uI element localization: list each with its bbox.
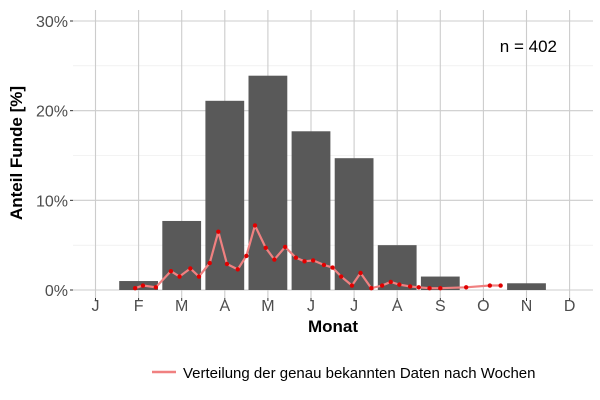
y-tick-label: 10%: [36, 193, 68, 210]
line-point: [235, 267, 240, 272]
line-point: [498, 283, 503, 288]
x-tick-label: O: [477, 298, 489, 315]
line-point: [321, 262, 327, 268]
line-point: [282, 244, 288, 250]
line-point: [252, 223, 258, 228]
x-tick-label: N: [521, 298, 533, 315]
legend: Verteilung der genau bekannten Daten nac…: [152, 365, 536, 382]
bar: [377, 245, 417, 290]
bar: [162, 220, 202, 290]
y-axis-title: Anteil Funde [%]: [7, 86, 26, 220]
legend-label: Verteilung der genau bekannten Daten nac…: [183, 365, 536, 382]
line-point: [216, 229, 221, 234]
bar: [248, 75, 288, 291]
plot-background: [73, 10, 593, 298]
line-point: [416, 285, 421, 290]
line-point: [244, 253, 249, 259]
line-point: [177, 274, 182, 279]
line-point: [132, 286, 138, 291]
line-point: [369, 286, 374, 291]
x-tick-label: S: [435, 298, 446, 315]
bar: [119, 281, 158, 290]
line-point: [263, 245, 268, 251]
line-point: [330, 265, 335, 270]
line-point: [438, 286, 443, 291]
line-point: [407, 284, 413, 289]
line-point: [188, 266, 193, 271]
x-tick-label: J: [92, 298, 100, 315]
line-point: [338, 274, 344, 279]
bar: [334, 158, 374, 290]
bar: [507, 283, 546, 290]
line-point: [224, 261, 230, 267]
x-tick-label: F: [134, 298, 144, 315]
y-tick-label: 30%: [36, 14, 68, 31]
line-point: [272, 257, 277, 262]
y-tick-labels: 0% 10% 20% 30%: [36, 14, 73, 300]
x-tick-label: M: [261, 298, 274, 315]
line-point: [427, 286, 432, 291]
x-tick-label: A: [219, 298, 230, 315]
line-point: [310, 258, 316, 263]
line-point: [487, 283, 493, 288]
x-axis-title: Monat: [308, 317, 358, 336]
line-point: [140, 283, 146, 288]
x-tick-label: M: [175, 298, 188, 315]
sample-size-annotation: n = 402: [500, 37, 557, 56]
x-tick-label: J: [307, 298, 315, 315]
line-point: [302, 259, 307, 264]
x-tick-label: J: [350, 298, 358, 315]
line-point: [358, 270, 363, 276]
y-gridlines: [73, 20, 593, 291]
y-tick-label: 20%: [36, 104, 68, 121]
line-point: [293, 255, 299, 260]
line-point: [388, 279, 393, 285]
line-point: [196, 274, 202, 279]
line-point: [207, 260, 212, 266]
line-point: [349, 283, 355, 288]
line-point: [379, 283, 385, 288]
weekly-line: [132, 223, 503, 291]
x-tick-label: A: [392, 298, 403, 315]
line-point: [463, 285, 469, 290]
y-tick-label: 0%: [45, 283, 68, 300]
line-point: [397, 282, 402, 287]
line-point: [153, 285, 159, 290]
line-point: [168, 268, 174, 274]
x-tick-label: D: [564, 298, 576, 315]
